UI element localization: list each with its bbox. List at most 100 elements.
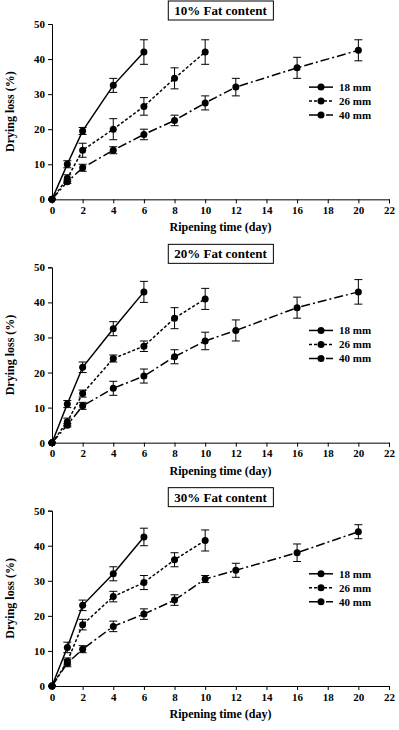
error-bar (140, 40, 148, 65)
y-tick-mark (48, 581, 52, 582)
y-tick-mark (48, 616, 52, 617)
point (171, 75, 178, 82)
x-tick-label: 14 (261, 691, 273, 703)
y-tick: 50 (34, 18, 52, 30)
y-tick: 20 (34, 123, 52, 135)
x-tick-mark (358, 199, 359, 203)
x-tick: 20 (353, 199, 365, 216)
x-tick-mark (175, 443, 176, 447)
error-bar (109, 322, 117, 336)
point (49, 439, 56, 446)
error-bar (109, 591, 117, 602)
x-tick: 8 (172, 199, 178, 216)
y-tick-label: 50 (34, 505, 46, 517)
error-bar-cap (109, 78, 117, 79)
point (79, 164, 86, 171)
point (110, 126, 117, 133)
x-tick-mark (175, 686, 176, 690)
error-bar (140, 609, 148, 620)
error-bar-cap (232, 563, 240, 564)
point (79, 390, 86, 397)
x-tick-label: 8 (172, 204, 178, 216)
error-bar-cap (354, 538, 362, 539)
x-tick-label: 18 (323, 691, 335, 703)
x-tick: 14 (261, 199, 273, 216)
error-bar-cap (140, 302, 148, 303)
x-tick: 6 (142, 443, 148, 460)
error-bar (293, 544, 301, 562)
x-tick-mark (113, 199, 114, 203)
point (79, 364, 86, 371)
error-bar-cap (79, 629, 87, 630)
x-tick: 2 (80, 443, 86, 460)
error-bar (79, 619, 87, 630)
title-box (168, 244, 273, 263)
x-tick: 12 (231, 686, 243, 703)
y-tick: 20 (34, 610, 52, 622)
point (171, 556, 178, 563)
x-tick-mark (389, 443, 390, 447)
error-bar-cap (201, 550, 209, 551)
error-bar (293, 57, 301, 78)
x-tick-label: 6 (142, 204, 148, 216)
series-line (52, 50, 358, 199)
x-tick: 18 (323, 686, 335, 703)
error-bar (171, 308, 179, 329)
y-tick-mark (48, 373, 52, 374)
error-bar-cap (201, 349, 209, 350)
point (140, 131, 147, 138)
point (110, 385, 117, 392)
error-bar-cap (232, 95, 240, 96)
error-bar-cap (79, 600, 87, 601)
y-axis-title: Drying loss (%) (3, 558, 17, 639)
error-bar-cap (354, 279, 362, 280)
error-bar-cap (293, 297, 301, 298)
title-group: 10% Fat content (168, 1, 273, 20)
legend: 18 mm26 mm40 mm (309, 81, 371, 121)
legend-marker (318, 84, 325, 91)
legend-item: 26 mm (309, 582, 371, 594)
x-tick-mark (297, 686, 298, 690)
figure: 02468101214161820220102030405018 mm26 mm… (0, 0, 399, 730)
legend-item: 18 mm (309, 568, 371, 580)
legend: 18 mm26 mm40 mm (309, 324, 371, 364)
error-bar-cap (201, 529, 209, 530)
error-bar-cap (79, 362, 87, 363)
x-tick: 6 (142, 686, 148, 703)
error-bar (201, 288, 209, 309)
y-tick-label: 10 (34, 645, 46, 657)
x-tick: 8 (172, 686, 178, 703)
x-tick-mark (205, 686, 206, 690)
x-tick-mark (205, 443, 206, 447)
x-tick-label: 10 (200, 691, 212, 703)
point (49, 196, 56, 203)
error-bar (140, 129, 148, 140)
error-bar-cap (109, 580, 117, 581)
x-tick-mark (83, 686, 84, 690)
legend: 18 mm26 mm40 mm (309, 568, 371, 608)
error-bar (171, 68, 179, 89)
legend-item: 18 mm (309, 81, 371, 93)
x-tick-mark (297, 443, 298, 447)
error-bar (232, 78, 240, 96)
point (110, 325, 117, 332)
error-bar (232, 563, 240, 577)
error-bar-cap (109, 118, 117, 119)
x-tick-mark (358, 686, 359, 690)
y-axis-line (48, 25, 53, 200)
error-bar (354, 40, 362, 61)
y-tick-label: 20 (34, 610, 46, 622)
legend-label: 26 mm (339, 338, 371, 350)
legend-label: 18 mm (339, 324, 371, 336)
error-bar-cap (109, 621, 117, 622)
x-tick-label: 4 (111, 447, 117, 459)
y-tick-label: 20 (34, 123, 46, 135)
x-tick-label: 22 (384, 447, 396, 459)
error-bar (79, 127, 87, 134)
error-bar (171, 595, 179, 606)
y-tick-label: 0 (40, 193, 46, 205)
error-bar (79, 143, 87, 157)
point (79, 646, 86, 653)
error-bar-cap (171, 566, 179, 567)
error-bar-cap (63, 642, 71, 643)
